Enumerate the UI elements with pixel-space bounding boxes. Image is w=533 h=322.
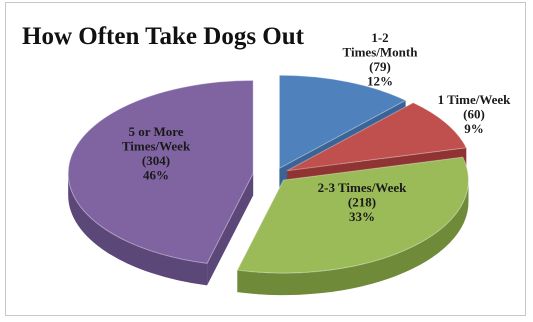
pie-slice-1-2-times-month (278, 74, 407, 170)
pie-slice-1-time-week (286, 102, 468, 172)
pie-slice-2-3-times-week (236, 156, 469, 274)
pie-slice-5-or-more-times-week (67, 79, 254, 264)
pie-data-label: 5 or More Times/Week (304) 46% (122, 124, 191, 183)
pie-slice-side (68, 173, 208, 286)
pie-slice-side (237, 180, 469, 296)
pie-data-label: 1 Time/Week (60) 9% (438, 92, 512, 136)
pie-data-label: 2-3 Times/Week (218) 33% (318, 180, 407, 224)
pie-slice-wall (207, 173, 254, 286)
pie-data-label: 1-2 Times/Month (79) 12% (343, 30, 419, 89)
chart-title: How Often Take Dogs Out (22, 23, 304, 50)
